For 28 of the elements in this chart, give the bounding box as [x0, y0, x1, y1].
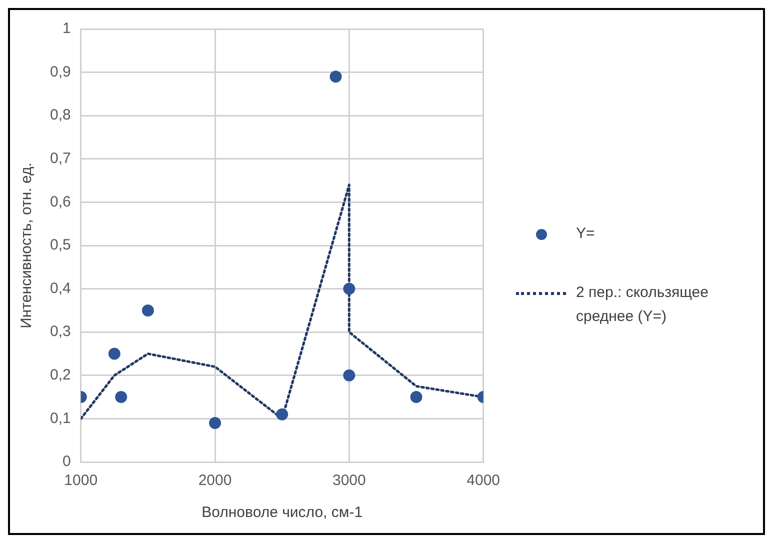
y-tick-label: 0,7	[50, 150, 71, 168]
x-tick-label: 3000	[332, 472, 366, 490]
y-tick-label: 0,4	[50, 280, 71, 297]
point	[330, 70, 342, 83]
point	[410, 391, 422, 404]
y-tick-label: 0,8	[50, 106, 71, 124]
point	[343, 369, 356, 382]
y-axis-title: Интенсивность, отн. ед.	[18, 162, 36, 328]
y-tick-label: 0,2	[50, 366, 71, 384]
legend-label: Y=	[576, 224, 595, 244]
point	[343, 282, 356, 295]
y-tick-label: 0,3	[50, 323, 71, 340]
y-tick-label: 0,5	[50, 236, 71, 254]
legend-label: 2 пер.: скользящее среднее (Y=)	[576, 283, 710, 327]
y-tick-label: 0,6	[50, 193, 71, 210]
y-tick-label: 0	[62, 453, 71, 470]
x-axis-title: Волноволе число, см-1	[202, 504, 363, 522]
y-tick-label: 0,1	[50, 410, 71, 427]
point	[142, 304, 154, 316]
y-tick-label: 0,9	[50, 63, 71, 80]
x-tick-label: 1000	[64, 472, 98, 490]
y-tick-label: 1	[62, 20, 71, 38]
x-tick-label: 4000	[466, 472, 500, 490]
x-tick-label: 2000	[198, 472, 232, 490]
point	[115, 391, 128, 404]
point	[209, 417, 222, 430]
point	[108, 348, 120, 360]
point	[276, 408, 288, 420]
